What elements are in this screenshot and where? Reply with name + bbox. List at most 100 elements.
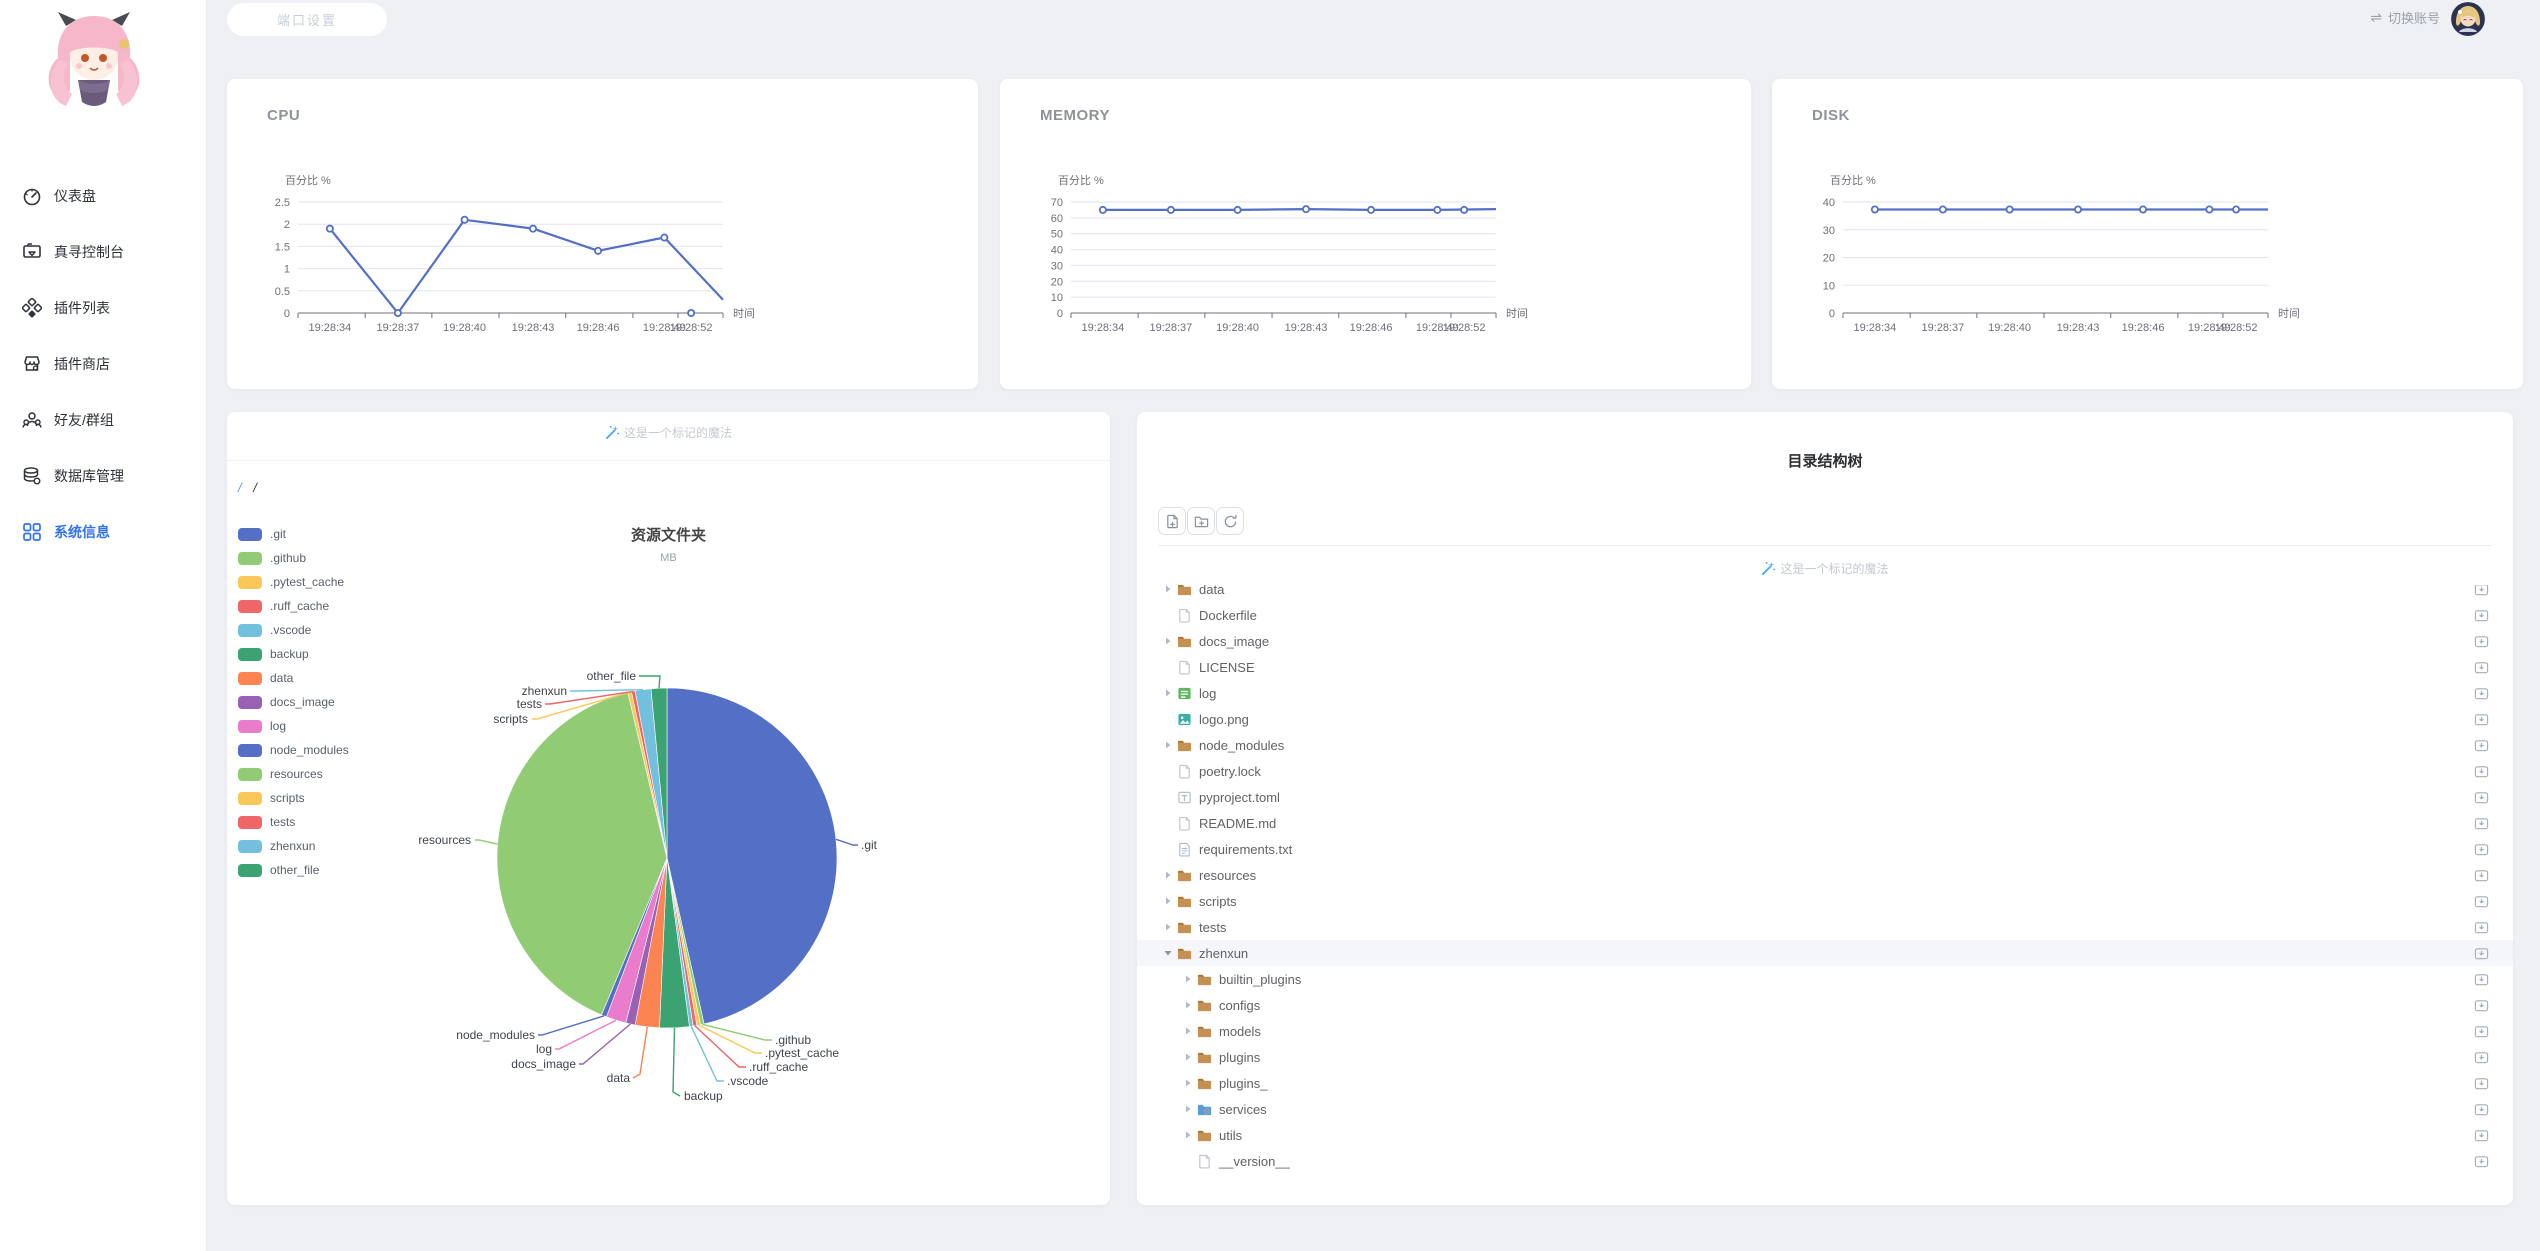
- tree-row-configs[interactable]: configs: [1137, 992, 2513, 1018]
- caret-right-icon[interactable]: [1161, 738, 1175, 752]
- tree-watermark: 这是一个标记的魔法: [1137, 560, 2513, 577]
- tree-row-pyproject.toml[interactable]: pyproject.toml: [1137, 784, 2513, 810]
- tree-row-tests[interactable]: tests: [1137, 914, 2513, 940]
- tree-row-scripts[interactable]: scripts: [1137, 888, 2513, 914]
- download-icon[interactable]: [2473, 685, 2489, 701]
- legend-label: log: [270, 719, 287, 733]
- download-icon[interactable]: [2473, 919, 2489, 935]
- download-icon[interactable]: [2473, 789, 2489, 805]
- caret-right-icon[interactable]: [1181, 998, 1195, 1012]
- legend-swatch: [238, 719, 262, 733]
- legend-item-zhenxun[interactable]: zhenxun: [238, 834, 349, 858]
- sidebar-item-4[interactable]: 好友/群组: [0, 392, 206, 448]
- tree-row-builtin_plugins[interactable]: builtin_plugins: [1137, 966, 2513, 992]
- caret-right-icon[interactable]: [1181, 1076, 1195, 1090]
- download-icon[interactable]: [2473, 1049, 2489, 1065]
- tree-row-utils[interactable]: utils: [1137, 1122, 2513, 1148]
- download-icon[interactable]: [2473, 659, 2489, 675]
- download-icon[interactable]: [2473, 1127, 2489, 1143]
- legend-item-.vscode[interactable]: .vscode: [238, 618, 349, 642]
- tree-row-README.md[interactable]: README.md: [1137, 810, 2513, 836]
- tree-row-docs_image[interactable]: docs_image: [1137, 628, 2513, 654]
- caret-right-icon[interactable]: [1181, 972, 1195, 986]
- port-settings-button[interactable]: 端口设置: [227, 3, 387, 36]
- tree-row-data[interactable]: data: [1137, 585, 2513, 602]
- download-icon[interactable]: [2473, 1101, 2489, 1117]
- legend-item-.git[interactable]: .git: [238, 522, 349, 546]
- tree-row-node_modules[interactable]: node_modules: [1137, 732, 2513, 758]
- breadcrumb-root[interactable]: /: [238, 480, 246, 495]
- sidebar-item-2[interactable]: 插件列表: [0, 280, 206, 336]
- download-icon[interactable]: [2473, 585, 2489, 597]
- download-icon[interactable]: [2473, 893, 2489, 909]
- sidebar-item-6[interactable]: 系统信息: [0, 504, 206, 560]
- download-icon[interactable]: [2473, 1023, 2489, 1039]
- download-icon[interactable]: [2473, 867, 2489, 883]
- caret-right-icon[interactable]: [1161, 920, 1175, 934]
- legend-item-log[interactable]: log: [238, 714, 349, 738]
- refresh-button[interactable]: [1216, 507, 1244, 535]
- svg-text:2: 2: [284, 219, 290, 231]
- tree-row-plugins_[interactable]: plugins_: [1137, 1070, 2513, 1096]
- legend-item-.github[interactable]: .github: [238, 546, 349, 570]
- tree-row-services[interactable]: services: [1137, 1096, 2513, 1122]
- sidebar-item-1[interactable]: 真寻控制台: [0, 224, 206, 280]
- download-icon[interactable]: [2473, 997, 2489, 1013]
- caret-right-icon[interactable]: [1161, 868, 1175, 882]
- tree-row-Dockerfile[interactable]: Dockerfile: [1137, 602, 2513, 628]
- pie-slice-.git[interactable]: [666, 687, 838, 1025]
- caret-right-icon[interactable]: [1181, 1128, 1195, 1142]
- download-icon[interactable]: [2473, 607, 2489, 623]
- download-icon[interactable]: [2473, 711, 2489, 727]
- new-folder-button[interactable]: [1187, 507, 1215, 535]
- legend-item-node_modules[interactable]: node_modules: [238, 738, 349, 762]
- legend-item-data[interactable]: data: [238, 666, 349, 690]
- download-icon[interactable]: [2473, 1075, 2489, 1091]
- file-icon: [1177, 764, 1192, 779]
- sidebar-item-3[interactable]: 插件商店: [0, 336, 206, 392]
- download-icon[interactable]: [2473, 815, 2489, 831]
- tree-row-plugins[interactable]: plugins: [1137, 1044, 2513, 1070]
- download-icon[interactable]: [2473, 633, 2489, 649]
- caret-down-icon[interactable]: [1161, 946, 1175, 960]
- tree-row-models[interactable]: models: [1137, 1018, 2513, 1044]
- caret-right-icon[interactable]: [1161, 585, 1175, 596]
- tree-row-log[interactable]: log: [1137, 680, 2513, 706]
- legend-item-.pytest_cache[interactable]: .pytest_cache: [238, 570, 349, 594]
- user-avatar[interactable]: [2451, 2, 2485, 36]
- tree-row-poetry.lock[interactable]: poetry.lock: [1137, 758, 2513, 784]
- download-icon[interactable]: [2473, 763, 2489, 779]
- tree-row-LICENSE[interactable]: LICENSE: [1137, 654, 2513, 680]
- new-file-button[interactable]: [1158, 507, 1186, 535]
- caret-right-icon[interactable]: [1161, 894, 1175, 908]
- caret-right-icon[interactable]: [1181, 1024, 1195, 1038]
- download-icon[interactable]: [2473, 841, 2489, 857]
- tree-row-logo.png[interactable]: logo.png: [1137, 706, 2513, 732]
- tree-row-__version__[interactable]: __version__: [1137, 1148, 2513, 1174]
- download-icon[interactable]: [2473, 945, 2489, 961]
- file-icon: [1177, 660, 1192, 675]
- download-icon[interactable]: [2473, 737, 2489, 753]
- switch-account-button[interactable]: ⇌ 切换账号: [2370, 8, 2440, 27]
- legend-item-.ruff_cache[interactable]: .ruff_cache: [238, 594, 349, 618]
- legend-item-resources[interactable]: resources: [238, 762, 349, 786]
- download-icon[interactable]: [2473, 971, 2489, 987]
- caret-right-icon[interactable]: [1161, 686, 1175, 700]
- tree-row-zhenxun[interactable]: zhenxun: [1137, 940, 2513, 966]
- legend-item-scripts[interactable]: scripts: [238, 786, 349, 810]
- tree-row-requirements.txt[interactable]: requirements.txt: [1137, 836, 2513, 862]
- tree-row-resources[interactable]: resources: [1137, 862, 2513, 888]
- caret-right-icon[interactable]: [1181, 1102, 1195, 1116]
- sidebar-item-0[interactable]: 仪表盘: [0, 168, 206, 224]
- legend-item-other_file[interactable]: other_file: [238, 858, 349, 882]
- caret-right-icon[interactable]: [1181, 1050, 1195, 1064]
- sidebar-item-label: 数据库管理: [54, 468, 124, 484]
- download-icon[interactable]: [2473, 1153, 2489, 1169]
- pie-slice-other_file[interactable]: [650, 687, 668, 859]
- caret-right-icon[interactable]: [1161, 634, 1175, 648]
- legend-item-tests[interactable]: tests: [238, 810, 349, 834]
- breadcrumb-current[interactable]: /: [253, 480, 261, 495]
- sidebar-item-5[interactable]: 数据库管理: [0, 448, 206, 504]
- legend-item-docs_image[interactable]: docs_image: [238, 690, 349, 714]
- legend-item-backup[interactable]: backup: [238, 642, 349, 666]
